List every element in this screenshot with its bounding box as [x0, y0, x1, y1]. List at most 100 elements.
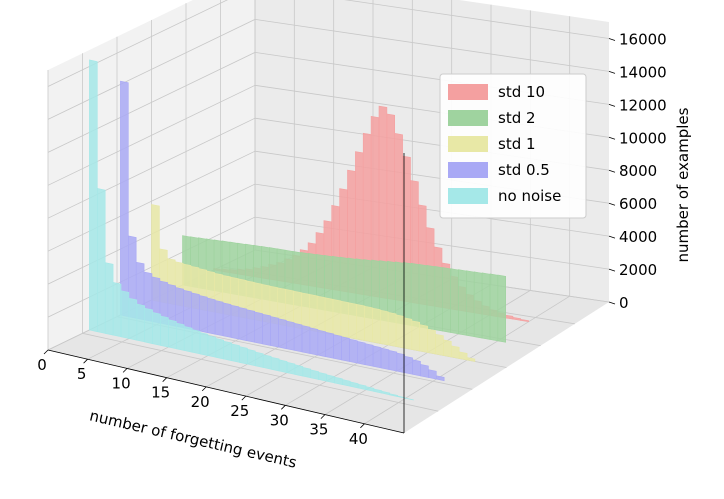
- bar: [434, 266, 444, 332]
- bar: [278, 318, 287, 350]
- z-tick-label: 10000: [619, 129, 667, 147]
- bar: [247, 348, 256, 367]
- z-tick: [608, 104, 616, 107]
- bar: [262, 313, 271, 346]
- z-tick: [608, 38, 616, 41]
- z-tick-label: 12000: [619, 96, 667, 114]
- bar: [176, 322, 185, 351]
- bar: [231, 343, 240, 363]
- bar: [418, 263, 428, 329]
- bar: [481, 272, 491, 340]
- bar: [136, 303, 145, 343]
- legend-label: std 1: [498, 135, 536, 153]
- bar: [373, 388, 383, 394]
- bar: [318, 372, 327, 382]
- bar: [128, 297, 138, 341]
- z-tick: [608, 268, 616, 272]
- bar: [160, 315, 169, 348]
- bar: [419, 324, 428, 353]
- x-tick: [281, 405, 286, 410]
- axes-layer: 0 5 10 15 20 25 30 35 40 0 2000 4000 6000 8000 10000 12…: [37, 31, 666, 448]
- x-axis-line: [47, 349, 405, 434]
- bar: [238, 307, 248, 342]
- x-tick-label: 40: [349, 430, 368, 448]
- y-gridline-floor: [82, 332, 439, 412]
- bar: [301, 292, 310, 331]
- bar: [396, 352, 406, 374]
- bar: [89, 59, 98, 333]
- bar: [223, 340, 232, 362]
- bar: [183, 326, 193, 353]
- bar: [405, 397, 414, 401]
- bar: [450, 345, 460, 359]
- bar: [520, 318, 529, 323]
- series-no-noise: [89, 59, 414, 401]
- bar: [144, 307, 153, 345]
- bar: [442, 267, 451, 333]
- x-tick-label: 5: [77, 365, 87, 383]
- bar: [372, 307, 381, 344]
- bar: [270, 356, 280, 372]
- bar: [428, 369, 437, 380]
- bar: [443, 339, 452, 358]
- bar: [175, 287, 184, 329]
- bar: [410, 262, 420, 328]
- x-axis-title: number of forgetting events: [88, 407, 299, 472]
- z-axis-title: number of examples: [674, 107, 692, 262]
- legend: std 10 std 2 std 1 std 0.5 no noise: [439, 73, 587, 219]
- z-tick: [608, 169, 616, 173]
- bar: [310, 369, 319, 380]
- bar: [489, 273, 499, 342]
- bar: [357, 383, 367, 391]
- x-tick-label: 10: [112, 374, 131, 392]
- bar: [402, 261, 412, 326]
- bar: [325, 331, 334, 359]
- bar: [120, 290, 130, 339]
- x-tick: [162, 377, 167, 382]
- bar: [388, 350, 398, 372]
- bar: [435, 375, 445, 382]
- z-gridline-back: [254, 183, 610, 237]
- z-tick-label: 4000: [619, 228, 657, 246]
- z-tick-label: 8000: [619, 162, 657, 180]
- bar: [112, 282, 122, 338]
- bar: [387, 312, 397, 347]
- bar: [465, 270, 475, 338]
- bar: [395, 314, 405, 349]
- z-tick-label: 2000: [619, 261, 657, 279]
- bar: [427, 328, 436, 355]
- z-gridline-back: [344, 0, 610, 39]
- x-tick: [360, 423, 365, 429]
- bar: [246, 309, 255, 343]
- bar: [207, 335, 217, 358]
- bar: [97, 188, 106, 334]
- x-tick-label: 20: [191, 393, 210, 411]
- bar: [308, 294, 318, 332]
- x-tick: [320, 414, 326, 419]
- x-tick-label: 35: [309, 421, 328, 439]
- bar: [317, 329, 327, 358]
- z-tick-label: 14000: [619, 63, 667, 81]
- bar: [348, 302, 357, 340]
- bar: [372, 345, 382, 369]
- bar: [222, 302, 232, 338]
- bar: [426, 265, 436, 331]
- bar: [294, 364, 304, 377]
- z-tick: [608, 71, 616, 74]
- bar: [473, 271, 483, 339]
- bar: [341, 336, 350, 362]
- bar: [364, 305, 373, 343]
- legend-label: std 0.5: [498, 161, 550, 179]
- bar: [199, 332, 209, 356]
- bar: [207, 297, 216, 335]
- bar: [364, 343, 374, 367]
- z-tick-label: 6000: [619, 195, 657, 213]
- bar: [152, 312, 161, 346]
- bar: [389, 393, 398, 397]
- legend-label: std 10: [498, 83, 545, 101]
- x-tick: [122, 368, 128, 373]
- x-tick: [241, 395, 247, 401]
- bar: [104, 262, 114, 336]
- bar: [278, 359, 288, 374]
- bar: [120, 80, 129, 317]
